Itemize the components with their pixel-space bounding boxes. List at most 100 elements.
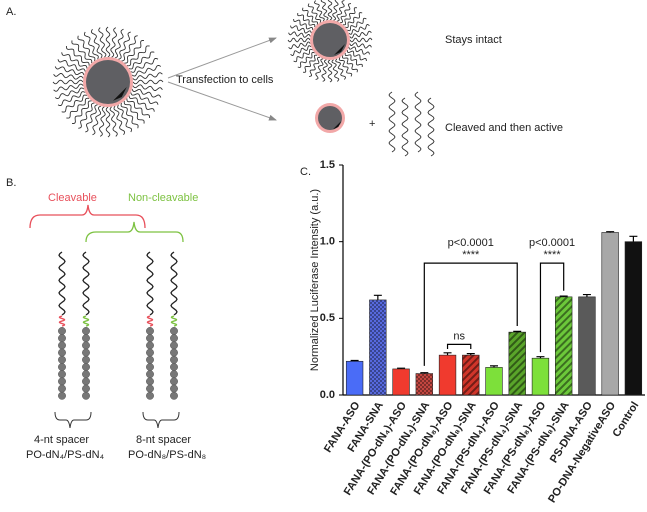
strand [61,52,88,69]
strand [66,97,90,119]
particle-core [318,106,342,130]
bar-pattern [462,355,480,395]
bead [58,341,66,350]
bead [82,355,90,364]
spacer-label: 8-nt spacer [136,434,191,446]
particle-core [313,23,347,57]
y-axis-label: Normalized Luciferase Intensity (a.u.) [309,189,321,371]
spacer [82,315,90,327]
significance-text: p<0.0001 [448,237,494,249]
bead [58,348,66,357]
strand [401,97,409,157]
strand [78,102,95,129]
strand [348,46,370,55]
bead [170,348,178,357]
bead [146,355,154,364]
bead [58,355,66,364]
arrow [167,81,277,121]
error-bar [559,295,568,297]
arrow [167,37,277,79]
strand [121,35,138,62]
bead [58,370,66,379]
strand [339,3,352,24]
particle-shine [113,87,127,101]
outcome-text: Stays intact [445,34,502,46]
strand [348,24,370,35]
error-bar [629,235,638,242]
strand [349,37,373,43]
strand [124,39,145,64]
strand [327,59,333,83]
strand [118,31,131,60]
error-bar [490,365,498,368]
error-bar [513,330,522,333]
strand [314,0,325,22]
bead [146,384,154,393]
cleavable-label: Cleavable [48,192,97,204]
strand [54,66,85,76]
strand [320,0,329,21]
strand [57,91,86,106]
strand [341,55,358,73]
spacer [58,315,66,327]
particle-core [86,60,130,104]
strand [123,100,145,124]
strand [120,102,139,129]
bead [170,355,178,364]
strand [349,30,372,39]
strand [288,41,311,50]
error-bar [443,352,452,356]
strand [293,48,313,63]
strand [128,51,155,70]
strand [332,0,339,21]
significance-text: **** [544,249,562,261]
strand [130,92,159,105]
strand [349,42,372,49]
bar-pattern [415,373,433,395]
bar-pattern [369,299,387,395]
strand [342,7,358,26]
strand [53,73,84,80]
strand [65,45,90,66]
bead [82,327,90,335]
bead [82,341,90,350]
bar [485,367,503,396]
error-bar [420,372,429,374]
strand [307,3,322,23]
panel-label: A. [6,6,16,18]
bead [58,377,66,386]
bead [58,384,66,393]
strand [90,28,103,59]
bracket [29,204,146,229]
particle-shine [334,44,345,55]
bracket [54,411,92,429]
bead [146,327,154,335]
strand [84,31,99,60]
bead [146,334,154,343]
strand [109,106,118,137]
significance-text: ns [453,330,465,342]
strand [114,28,124,59]
strand [327,0,333,21]
strand [427,97,435,157]
strand [290,45,312,56]
strand [335,58,346,80]
strand [105,26,111,58]
strand [92,105,102,136]
bead [58,334,66,343]
particle-shine [333,121,342,130]
non-cleavable-label: Non-cleavable [128,192,198,204]
strand [288,31,311,38]
strand [345,12,363,29]
strand [414,91,422,153]
strand [128,95,155,112]
significance-text: **** [462,249,480,261]
strand [297,12,316,28]
strand [302,54,318,73]
strand [52,79,84,85]
strand [336,0,345,22]
bead [170,370,178,379]
y-tick-label: 1.5 [320,159,335,171]
error-bar [606,231,615,233]
